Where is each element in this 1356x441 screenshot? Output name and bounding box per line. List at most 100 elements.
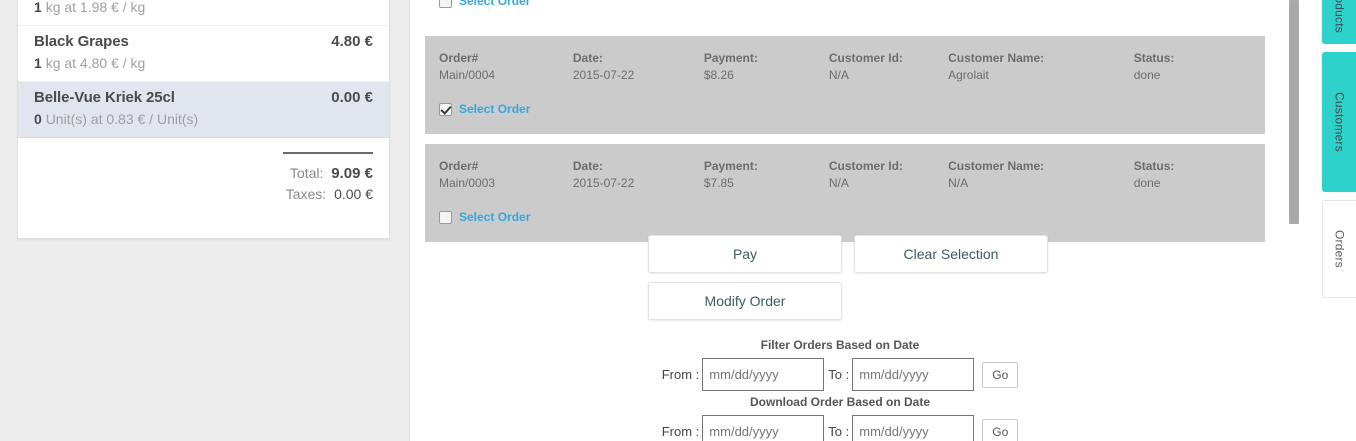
order-date-label: Date: (572, 159, 603, 173)
download-from-date-input[interactable] (702, 415, 825, 441)
cart-item-quantity: 1 (34, 55, 42, 71)
orders-content: Order# Main/0005 Date: 2015-07-22 Paymen… (410, 0, 1288, 441)
order-status-value: done (1133, 68, 1161, 82)
order-customer-name-field: Customer Name: N/A (948, 158, 1134, 192)
tab-orders-label: Orders (1332, 230, 1347, 268)
select-order-label[interactable]: Select Order (459, 0, 531, 8)
tab-customers[interactable]: Customers (1322, 52, 1356, 192)
order-customer-id-field: Customer Id: N/A (829, 50, 948, 84)
order-customer-name-field: Customer Name: Agrolait (948, 50, 1134, 84)
order-customer-name-label: Customer Name: (948, 159, 1045, 173)
cart-item-row[interactable]: Beni Oranges 1.98 € 1 kg at 1.98 € / kg (18, 0, 389, 26)
filter-from-label: From : (661, 367, 700, 382)
order-customer-id-label: Customer Id: (828, 159, 903, 173)
cart-item-unit-price: kg at 4.80 € / kg (45, 55, 146, 71)
download-from-label: From : (661, 424, 700, 439)
cart-item-row[interactable]: Black Grapes 4.80 € 1 kg at 4.80 € / kg (18, 26, 389, 82)
filter-to-date-input[interactable] (852, 358, 975, 391)
download-go-button[interactable]: Go (982, 418, 1019, 441)
download-orders-section: Download Order Based on Date From : To :… (410, 395, 1288, 441)
order-card[interactable]: Order# Main/0003 Date: 2015-07-22 Paymen… (425, 144, 1265, 242)
order-customer-id-field: Customer Id: N/A (829, 158, 948, 192)
side-tab-rail: Products Customers Orders (1300, 0, 1356, 441)
orders-scrollbar[interactable] (1288, 0, 1300, 441)
order-customer-id-label: Customer Id: (828, 51, 903, 65)
filter-go-button[interactable]: Go (982, 361, 1019, 388)
order-card-fields: Order# Main/0004 Date: 2015-07-22 Paymen… (439, 50, 1251, 84)
order-customer-name-value: Agrolait (948, 68, 989, 82)
order-number-value: Main/0003 (439, 176, 496, 190)
pane-divider (409, 0, 410, 441)
select-order-control[interactable]: Select Order (439, 0, 1251, 8)
cart-item-price: 4.80 € (331, 33, 373, 50)
order-number-label: Order# (439, 159, 479, 173)
select-order-control[interactable]: Select Order (439, 102, 1251, 116)
filter-orders-row: From : To : Go (410, 358, 1288, 391)
order-payment-label: Payment: (703, 159, 758, 173)
order-date-field: Date: 2015-07-22 (573, 158, 704, 192)
order-number-field: Order# Main/0003 (439, 158, 573, 192)
order-number-field: Order# Main/0004 (439, 50, 573, 84)
filter-orders-section: Filter Orders Based on Date From : To : … (410, 338, 1288, 391)
cart-summary: Total: 9.09 € Taxes: 0.00 € (18, 138, 389, 238)
order-payment-field: Payment: $7.85 (704, 158, 829, 192)
select-order-label[interactable]: Select Order (459, 210, 531, 224)
download-to-date-input[interactable] (852, 415, 975, 441)
order-status-label: Status: (1133, 51, 1175, 65)
order-status-value: done (1133, 176, 1161, 190)
order-customer-name-value: N/A (948, 176, 969, 190)
cart-item-quantity: 0 (34, 111, 42, 127)
cart-item-detail: 1 kg at 4.80 € / kg (34, 55, 373, 71)
download-orders-row: From : To : Go (410, 415, 1288, 441)
filter-from-date-input[interactable] (702, 358, 825, 391)
download-orders-title: Download Order Based on Date (749, 395, 931, 409)
order-status-field: Status: done (1134, 50, 1251, 84)
cart-item-row-selected[interactable]: Belle-Vue Kriek 25cl 0.00 € 0 Unit(s) at… (18, 82, 389, 138)
order-actions-row-2: Modify Order (648, 282, 1068, 320)
cart-panel: Beni Oranges 1.98 € 1 kg at 1.98 € / kg … (17, 0, 390, 239)
order-card[interactable]: Order# Main/0004 Date: 2015-07-22 Paymen… (425, 36, 1265, 134)
order-payment-field: Payment: $8.26 (704, 50, 829, 84)
cart-total-label: Total: (289, 165, 324, 181)
filter-to-label: To : (828, 367, 850, 382)
order-date-field: Date: 2015-07-22 (573, 50, 704, 84)
select-order-checkbox-checked[interactable] (439, 102, 452, 116)
order-payment-label: Payment: (703, 51, 758, 65)
left-pane: Beni Oranges 1.98 € 1 kg at 1.98 € / kg … (0, 0, 410, 441)
cart-taxes-label: Taxes: (285, 186, 327, 202)
cart-item-quantity: 1 (34, 0, 42, 15)
select-order-label[interactable]: Select Order (459, 102, 531, 116)
tab-products[interactable]: Products (1322, 0, 1356, 44)
cart-item-name: Black Grapes (34, 33, 129, 50)
order-date-value: 2015-07-22 (572, 176, 635, 190)
order-number-label: Order# (439, 51, 479, 65)
orders-scrollbar-thumb[interactable] (1289, 0, 1299, 224)
order-card-fields: Order# Main/0003 Date: 2015-07-22 Paymen… (439, 158, 1251, 192)
cart-item-name: Belle-Vue Kriek 25cl (34, 89, 175, 106)
cart-taxes-value: 0.00 € (334, 186, 373, 202)
filter-orders-title: Filter Orders Based on Date (760, 338, 920, 352)
modify-order-button[interactable]: Modify Order (648, 282, 842, 320)
tab-products-label: Products (1332, 0, 1347, 33)
order-card[interactable]: Order# Main/0005 Date: 2015-07-22 Paymen… (425, 0, 1265, 26)
cart-item-unit-price: Unit(s) at 0.83 € / Unit(s) (45, 111, 199, 127)
select-order-checkbox[interactable] (439, 0, 452, 8)
cart-item-detail: 1 kg at 1.98 € / kg (34, 0, 373, 15)
pay-button[interactable]: Pay (648, 235, 842, 273)
order-date-label: Date: (572, 51, 603, 65)
cart-total-row: Total: 9.09 € (34, 163, 373, 184)
tab-orders[interactable]: Orders (1322, 200, 1356, 298)
select-order-control[interactable]: Select Order (439, 210, 1251, 224)
order-payment-value: $8.26 (703, 68, 734, 82)
cart-taxes-row: Taxes: 0.00 € (34, 184, 373, 204)
cart-item-detail: 0 Unit(s) at 0.83 € / Unit(s) (34, 111, 373, 127)
select-order-checkbox[interactable] (439, 210, 452, 224)
order-customer-name-label: Customer Name: (948, 51, 1045, 65)
cart-item-headline: Black Grapes 4.80 € (34, 33, 373, 50)
clear-selection-button[interactable]: Clear Selection (854, 235, 1048, 273)
order-customer-id-value: N/A (828, 68, 849, 82)
summary-divider (283, 152, 373, 154)
order-payment-value: $7.85 (703, 176, 734, 190)
order-card-list: Order# Main/0005 Date: 2015-07-22 Paymen… (425, 0, 1265, 252)
order-status-field: Status: done (1134, 158, 1251, 192)
